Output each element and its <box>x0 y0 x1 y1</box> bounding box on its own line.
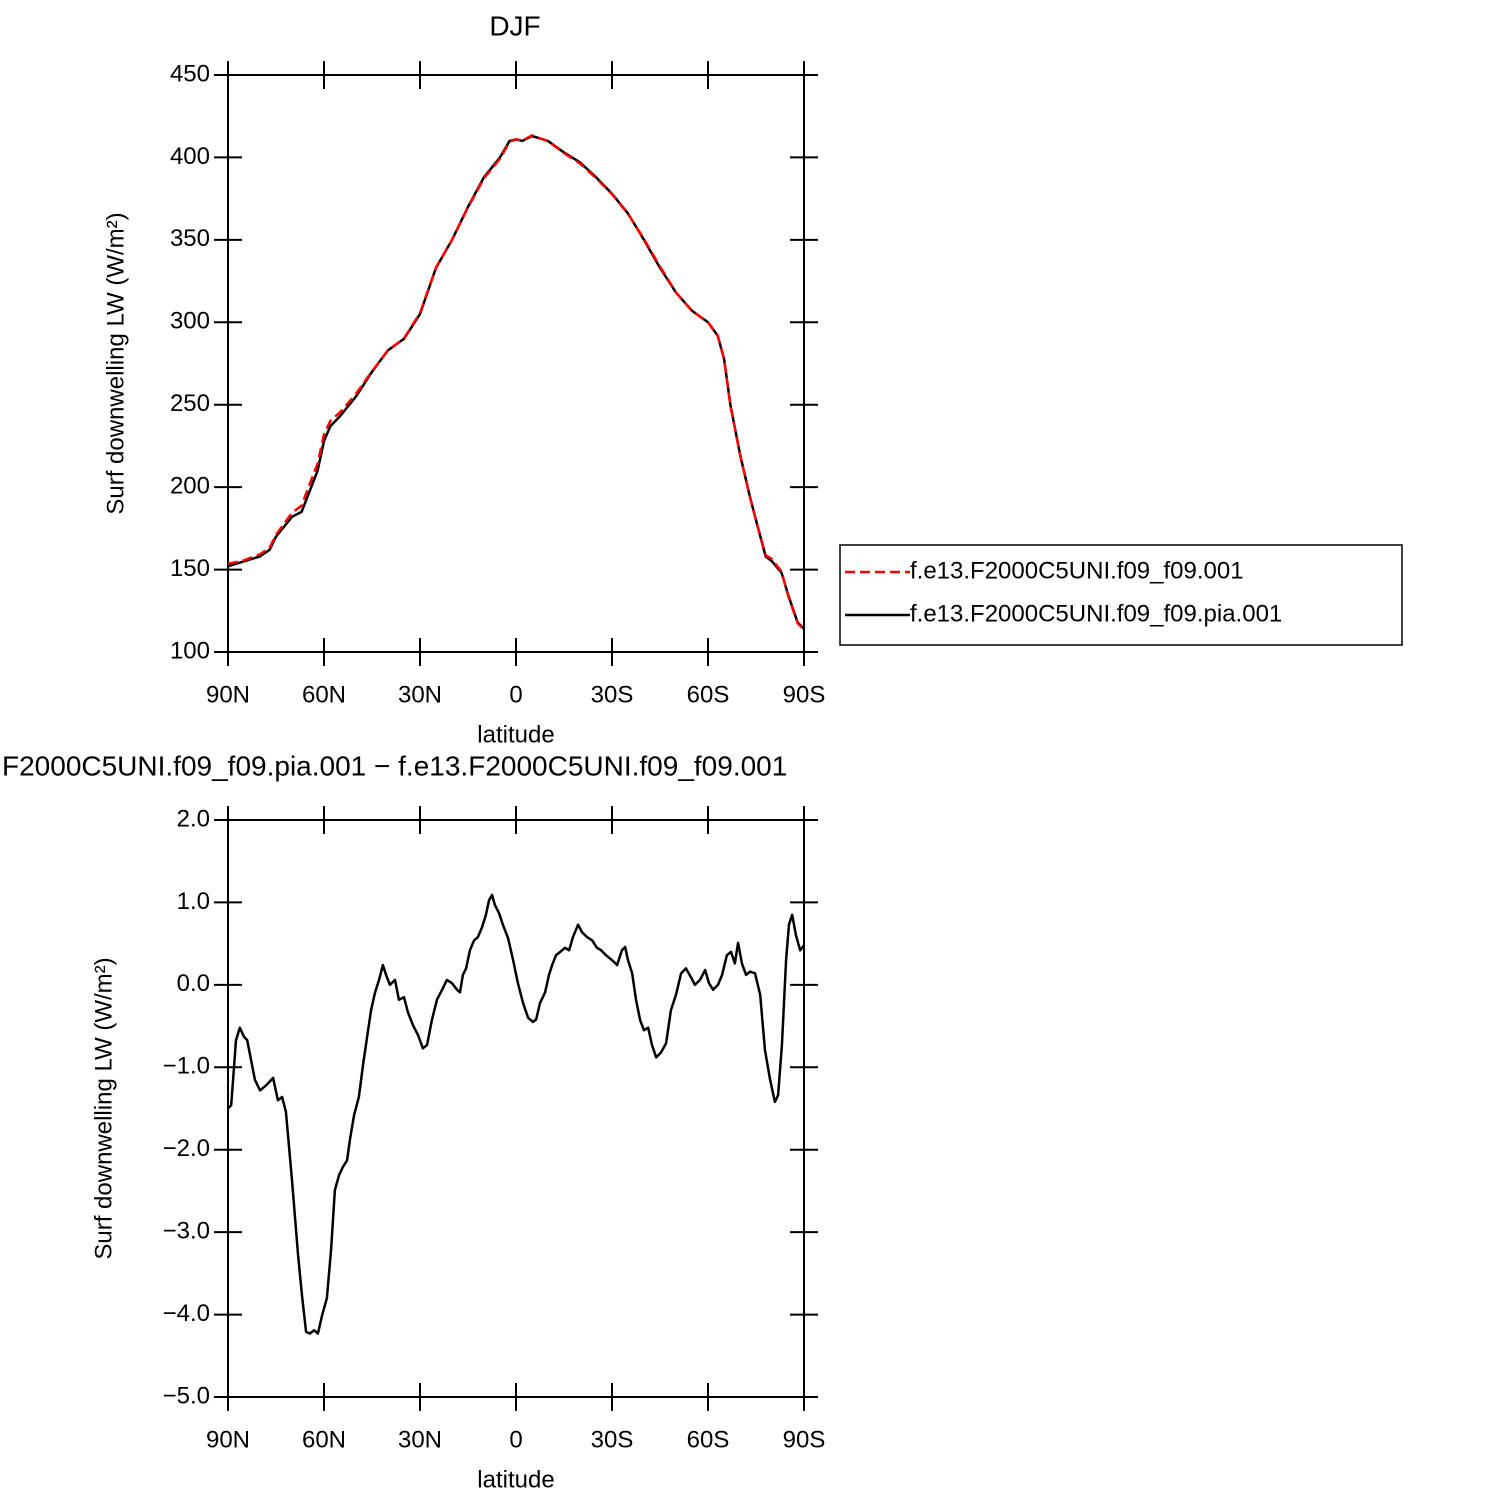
chart-title: F2000C5UNI.f09_f09.pia.001 − f.e13.F2000… <box>2 750 787 781</box>
y-axis-label: Surf downwelling LW (W/m²) <box>102 212 129 514</box>
y-tick-label: 150 <box>170 555 210 582</box>
y-tick-label: 100 <box>170 637 210 664</box>
y-tick-label: 200 <box>170 472 210 499</box>
x-tick-label: 30N <box>398 1426 442 1453</box>
chart-title: DJF <box>489 10 540 41</box>
data-line <box>227 134 805 630</box>
y-tick-label: −1.0 <box>163 1053 210 1080</box>
x-tick-label: 60S <box>687 681 730 708</box>
plot-frame <box>227 74 805 653</box>
data-line <box>227 893 805 1335</box>
data-line <box>227 134 805 631</box>
legend-label: f.e13.F2000C5UNI.f09_f09.001 <box>910 557 1244 584</box>
y-tick-label: 350 <box>170 225 210 252</box>
y-axis-label: Surf downwelling LW (W/m²) <box>90 957 117 1259</box>
x-tick-label: 30N <box>398 681 442 708</box>
legend-box <box>839 544 1403 646</box>
y-tick-label: −3.0 <box>163 1217 210 1244</box>
y-tick-label: 450 <box>170 60 210 87</box>
y-tick-label: 2.0 <box>177 805 210 832</box>
x-tick-label: 90N <box>206 1426 250 1453</box>
y-tick-label: 400 <box>170 143 210 170</box>
x-tick-label: 60N <box>302 1426 346 1453</box>
plot-frame <box>227 819 805 1398</box>
x-tick-label: 0 <box>509 681 522 708</box>
x-tick-label: 60S <box>687 1426 730 1453</box>
y-tick-label: 1.0 <box>177 888 210 915</box>
y-tick-label: 250 <box>170 390 210 417</box>
x-tick-label: 30S <box>591 681 634 708</box>
y-tick-label: 300 <box>170 308 210 335</box>
x-axis-label: latitude <box>477 1466 554 1493</box>
x-tick-label: 90S <box>783 1426 826 1453</box>
y-tick-label: −4.0 <box>163 1300 210 1327</box>
x-tick-label: 0 <box>509 1426 522 1453</box>
y-tick-label: 0.0 <box>177 970 210 997</box>
x-tick-label: 60N <box>302 681 346 708</box>
y-tick-label: −2.0 <box>163 1135 210 1162</box>
x-axis-label: latitude <box>477 721 554 748</box>
legend-label: f.e13.F2000C5UNI.f09_f09.pia.001 <box>910 600 1282 627</box>
x-tick-label: 90N <box>206 681 250 708</box>
y-tick-label: −5.0 <box>163 1382 210 1409</box>
x-tick-label: 30S <box>591 1426 634 1453</box>
x-tick-label: 90S <box>783 681 826 708</box>
